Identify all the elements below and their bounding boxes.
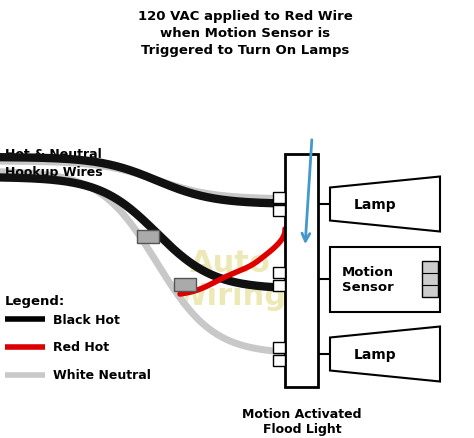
Polygon shape <box>330 327 440 381</box>
Text: Auto
Wiring: Auto Wiring <box>173 248 286 311</box>
Bar <box>330 247 440 312</box>
Bar <box>273 193 285 204</box>
Bar <box>273 280 285 291</box>
Bar <box>273 355 285 366</box>
Polygon shape <box>330 177 440 232</box>
Text: Lamp: Lamp <box>354 198 396 212</box>
Text: 120 VAC applied to Red Wire
when Motion Sensor is
Triggered to Turn On Lamps: 120 VAC applied to Red Wire when Motion … <box>137 10 352 57</box>
Bar <box>137 230 159 243</box>
Bar <box>422 261 438 297</box>
Bar <box>273 267 285 279</box>
Text: Black Hot: Black Hot <box>53 313 120 326</box>
Text: Lamp: Lamp <box>354 347 396 361</box>
Text: Legend:: Legend: <box>5 294 65 307</box>
Text: Red Hot: Red Hot <box>53 341 109 354</box>
Bar <box>174 278 196 291</box>
Bar <box>273 205 285 216</box>
Text: Hot & Neutral: Hot & Neutral <box>5 148 102 161</box>
Text: Motion
Sensor: Motion Sensor <box>342 265 394 293</box>
Bar <box>273 342 285 353</box>
Bar <box>285 155 318 387</box>
Text: Hookup Wires: Hookup Wires <box>5 166 103 179</box>
Text: White Neutral: White Neutral <box>53 369 151 381</box>
Text: Motion Activated
Flood Light: Motion Activated Flood Light <box>242 407 362 435</box>
